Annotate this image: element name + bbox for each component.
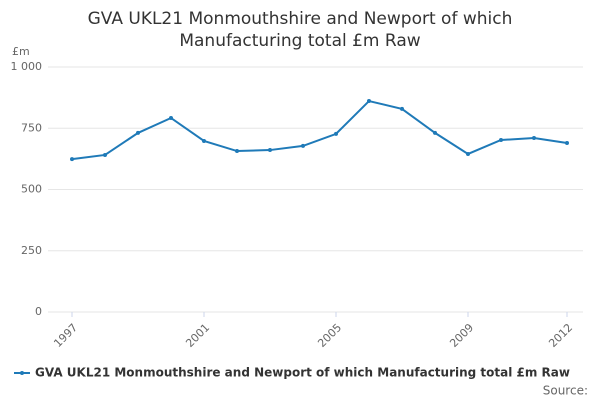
point [235, 149, 239, 154]
point [136, 130, 140, 135]
x-tick-label: 2009 [447, 321, 476, 350]
chart-title: GVA UKL21 Monmouthshire and Newport of w… [87, 9, 513, 51]
x-tick-label: 2001 [183, 321, 212, 350]
y-tick-label: 750 [21, 121, 42, 134]
point [268, 148, 272, 153]
x-tick-label: 2005 [315, 321, 344, 350]
point [70, 157, 74, 162]
line [71, 99, 568, 161]
point [169, 115, 173, 120]
x-tick-label: 2012 [546, 321, 575, 350]
point [202, 138, 206, 143]
point [466, 151, 470, 156]
y-tick-label: 0 [35, 305, 42, 318]
point [565, 140, 569, 145]
y-tick-label: 1 000 [11, 60, 43, 73]
y-tick-label: 500 [21, 183, 42, 196]
point [400, 106, 404, 111]
point [433, 130, 437, 135]
y-axis-label: £m [12, 45, 30, 58]
source-label: Source: [543, 384, 588, 398]
legend-marker [20, 371, 24, 375]
point [532, 136, 536, 141]
point [334, 131, 338, 136]
x-tick-label: 1997 [51, 321, 80, 350]
point [499, 138, 503, 143]
legend-label: GVA UKL21 Monmouthshire and Newport of w… [35, 366, 570, 380]
point [103, 152, 107, 157]
point [301, 143, 305, 148]
y-tick-label: 250 [21, 244, 42, 257]
point [367, 99, 371, 104]
